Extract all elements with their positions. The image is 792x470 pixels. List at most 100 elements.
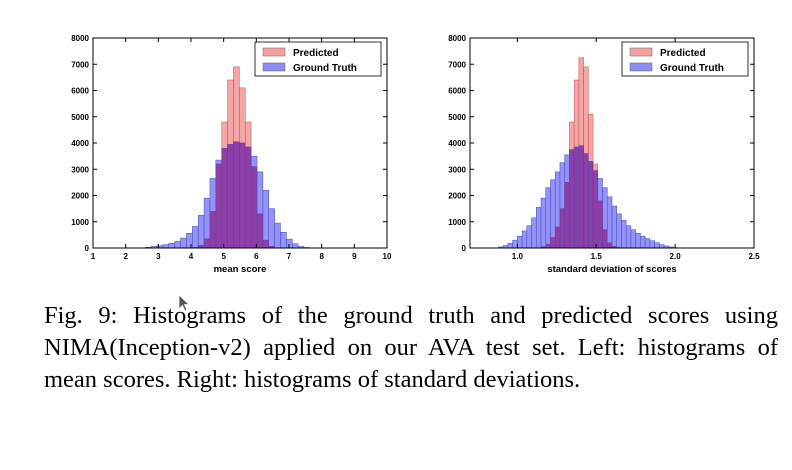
y-tick-label: 7000 xyxy=(448,60,466,69)
legend-swatch xyxy=(262,62,286,72)
mean-score-histogram: 0 1000 2000 3000 4000 5000 6000 7000 8000 1 2 3 4 5 6 7… xyxy=(71,34,392,275)
ground-truth-bar xyxy=(274,222,281,249)
legend-swatch xyxy=(629,62,653,72)
y-tick-label: 7000 xyxy=(71,60,89,69)
overlap-bar xyxy=(588,161,594,249)
x-tick-label: 3 xyxy=(156,252,161,261)
overlap-bar xyxy=(550,237,556,249)
y-tick-label: 4000 xyxy=(71,139,89,148)
ground-truth-bar xyxy=(531,217,537,249)
y-tick-label: 8000 xyxy=(448,34,466,43)
x-tick-label: 9 xyxy=(352,252,357,261)
overlap-bar xyxy=(602,229,608,249)
overlap-bar xyxy=(592,170,598,249)
x-tick-label: 2 xyxy=(123,252,128,261)
overlap-bar xyxy=(583,153,589,249)
ground-truth-bar xyxy=(292,243,299,249)
ground-truth-bar xyxy=(536,207,542,249)
ground-truth-bar xyxy=(521,230,528,249)
figure-caption: Fig. 9: Histograms of the ground truth a… xyxy=(44,302,778,393)
overlap-bar xyxy=(203,238,211,249)
overlap-bar xyxy=(597,200,603,249)
y-tick-label: 1000 xyxy=(448,218,466,227)
y-tick-label: 4000 xyxy=(448,139,466,148)
x-tick-label: 2.0 xyxy=(670,252,682,261)
legend: Predicted Ground Truth xyxy=(621,41,749,77)
x-tick-label: 2.5 xyxy=(748,252,760,261)
ground-truth-bar xyxy=(649,240,655,249)
legend-label: Predicted xyxy=(293,48,339,59)
x-tick-label: 6 xyxy=(254,252,259,261)
overlap-bar xyxy=(559,208,565,249)
y-tick-label: 6000 xyxy=(448,87,466,96)
overlap-bar xyxy=(250,166,258,249)
ground-truth-bar xyxy=(621,220,627,249)
x-tick-label: 7 xyxy=(287,252,292,261)
ground-truth-bar xyxy=(174,240,181,249)
overlap-bar xyxy=(545,243,551,249)
x-tick-label: 5 xyxy=(221,252,226,261)
legend-label: Ground Truth xyxy=(293,63,357,74)
ground-truth-bar xyxy=(512,239,518,249)
ground-truth-bar xyxy=(162,244,170,249)
x-tick-label: 10 xyxy=(383,252,392,261)
ground-truth-bar xyxy=(280,232,287,249)
ground-truth-bar xyxy=(616,213,622,249)
ground-truth-bar xyxy=(640,235,646,249)
ground-truth-bar xyxy=(644,238,651,249)
legend-swatch xyxy=(262,47,286,57)
overlap-bar xyxy=(233,141,240,249)
ground-truth-bar xyxy=(545,187,551,249)
overlap-bar xyxy=(573,146,580,249)
std-dev-histogram: 0 1000 2000 3000 4000 5000 6000 7000 8000 1.0 1.5 2… xyxy=(448,34,760,275)
overlap-bar xyxy=(209,211,217,249)
ground-truth-bar xyxy=(654,242,660,249)
ground-truth-bar xyxy=(192,226,199,249)
overlap-bar xyxy=(227,144,234,249)
y-tick-label: 2000 xyxy=(71,192,89,201)
ground-truth-bar xyxy=(625,225,632,249)
ground-truth-bar xyxy=(268,208,275,249)
ground-truth-bar xyxy=(180,237,187,249)
ground-truth-bar xyxy=(507,243,513,249)
overlap-bar xyxy=(555,226,561,249)
legend-swatch xyxy=(629,47,653,57)
figure-charts: 0 1000 2000 3000 4000 5000 6000 7000 8000 1 2 3 4 5 6 7… xyxy=(71,34,760,275)
overlap-bar xyxy=(262,239,269,249)
y-tick-label: 1000 xyxy=(71,218,89,227)
legend: Predicted Ground Truth xyxy=(254,41,382,77)
overlap-bar xyxy=(245,146,252,249)
y-tick-label: 3000 xyxy=(448,165,466,174)
overlap-bar xyxy=(215,163,222,249)
y-tick-label: 0 xyxy=(85,244,90,253)
ground-truth-bar xyxy=(526,225,532,249)
y-tick-label: 5000 xyxy=(71,113,89,122)
x-tick-label: 1.0 xyxy=(512,252,524,261)
y-tick-label: 0 xyxy=(462,244,467,253)
ground-truth-bar xyxy=(540,197,546,249)
x-tick-label: 8 xyxy=(319,252,324,261)
ground-truth-bar xyxy=(607,196,613,249)
overlap-bar xyxy=(239,142,246,249)
y-tick-label: 6000 xyxy=(71,87,89,96)
ground-truth-bar xyxy=(635,233,641,249)
ground-truth-bar xyxy=(630,229,636,249)
x-tick-label: 1.5 xyxy=(591,252,603,261)
legend-label: Ground Truth xyxy=(660,63,724,74)
y-tick-label: 8000 xyxy=(71,34,89,43)
overlap-bar xyxy=(256,213,264,249)
overlap-bar xyxy=(578,145,584,249)
ground-truth-bar xyxy=(659,244,665,249)
legend-label: Predicted xyxy=(660,48,706,59)
mouse-cursor-icon xyxy=(178,294,191,312)
x-tick-label: 1 xyxy=(91,252,96,261)
ground-truth-bar xyxy=(197,214,205,249)
y-tick-label: 5000 xyxy=(448,113,466,122)
ground-truth-bar xyxy=(517,235,523,249)
x-tick-label: 4 xyxy=(189,252,194,261)
overlap-bar xyxy=(569,149,575,249)
x-axis-title: mean score xyxy=(214,264,267,275)
y-tick-label: 2000 xyxy=(448,192,466,201)
y-tick-label: 3000 xyxy=(71,165,89,174)
x-axis-title: standard deviation of scores xyxy=(547,264,676,275)
